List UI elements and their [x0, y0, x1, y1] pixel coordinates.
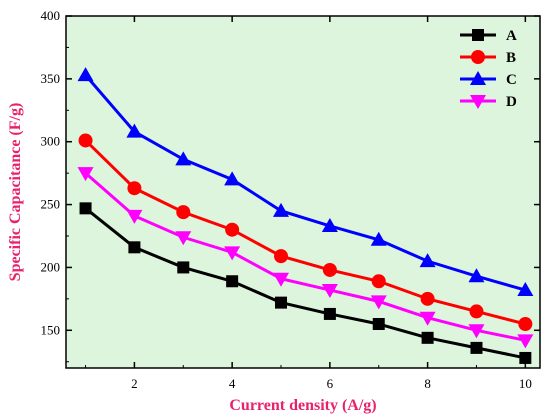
series-layer	[77, 67, 534, 364]
series-line-A	[84, 207, 526, 360]
legend-item-C: C	[460, 71, 517, 88]
x-tick-label-4: 4	[229, 376, 236, 391]
y-tick-label-200: 200	[41, 259, 61, 274]
legend-label-B: B	[506, 50, 516, 66]
x-axis-title: Current density (A/g)	[229, 397, 376, 414]
point-C-1	[77, 67, 94, 82]
point-A-10	[519, 351, 532, 364]
series-B	[78, 133, 533, 331]
legend-marker-D	[470, 95, 486, 109]
axis-layer: 2 4 6 8 10 150 200 250 300 350 400	[41, 8, 541, 391]
legend-item-A: A	[460, 28, 517, 44]
y-tick-label-400: 400	[41, 8, 61, 23]
point-D-2	[126, 209, 143, 224]
point-A-4	[226, 275, 239, 288]
point-B-1	[78, 133, 93, 148]
x-tick-label-2: 2	[131, 376, 138, 391]
point-B-7	[371, 274, 386, 289]
point-D-5	[273, 272, 290, 287]
legend-item-D: D	[460, 94, 517, 110]
y-tick-label-150: 150	[41, 322, 61, 337]
point-B-2	[127, 181, 142, 196]
point-C-10	[517, 282, 534, 297]
point-A-2	[128, 241, 141, 254]
point-D-10	[517, 334, 534, 349]
series-C	[77, 67, 534, 297]
legend-label-D: D	[506, 94, 517, 110]
point-B-5	[274, 249, 289, 264]
legend-item-B: B	[460, 50, 516, 66]
y-axis-title: Specific Capacitance (F/g)	[7, 103, 24, 282]
point-C-2	[126, 123, 143, 138]
legend-label-A: A	[506, 28, 517, 44]
point-C-3	[175, 151, 192, 166]
x-tick-label-8: 8	[424, 376, 431, 391]
plot-frame	[65, 15, 541, 369]
point-A-3	[177, 261, 190, 274]
point-B-3	[176, 205, 191, 220]
point-C-5	[273, 202, 290, 217]
point-B-6	[322, 262, 337, 277]
point-B-10	[518, 317, 533, 331]
x-tick-label-6: 6	[327, 376, 334, 391]
y-tick-label-250: 250	[41, 197, 61, 212]
point-C-7	[370, 231, 387, 246]
point-D-7	[370, 295, 387, 310]
series-line-B	[84, 139, 526, 326]
point-B-9	[469, 304, 484, 319]
legend-label-C: C	[506, 72, 517, 88]
point-D-1	[77, 167, 94, 182]
point-C-9	[468, 268, 485, 283]
point-B-8	[420, 291, 435, 306]
point-D-9	[468, 324, 485, 339]
legend-marker-C	[470, 71, 486, 85]
series-D	[77, 167, 534, 349]
point-D-3	[175, 231, 192, 246]
point-A-7	[372, 318, 385, 330]
series-A	[79, 202, 532, 364]
y-tick-label-300: 300	[41, 134, 61, 149]
point-A-5	[275, 296, 288, 309]
point-B-4	[225, 222, 240, 237]
point-D-4	[224, 246, 241, 261]
point-A-9	[470, 341, 483, 354]
point-A-6	[323, 307, 336, 320]
y-tick-label-350: 350	[41, 71, 61, 86]
point-C-4	[224, 171, 241, 186]
series-line-C	[84, 74, 526, 292]
x-tick-label-10: 10	[519, 376, 532, 391]
point-D-8	[419, 311, 436, 326]
point-D-6	[321, 284, 338, 299]
point-A-1	[79, 202, 92, 215]
point-C-8	[419, 253, 436, 268]
legend-marker-B	[471, 50, 485, 64]
point-A-8	[421, 331, 434, 344]
point-C-6	[321, 217, 338, 232]
series-line-D	[84, 172, 526, 342]
legend-marker-A	[472, 29, 484, 41]
